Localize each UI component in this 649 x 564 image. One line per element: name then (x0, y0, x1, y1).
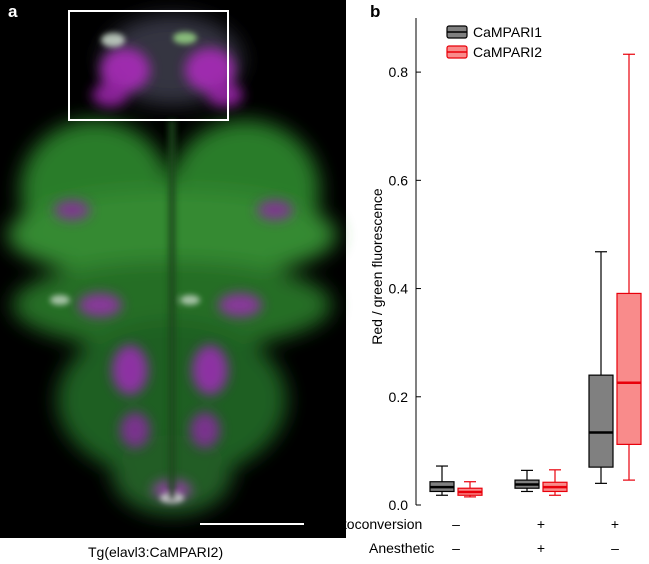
y-tick-label: 0.6 (389, 172, 409, 188)
y-tick-label: 0.4 (389, 281, 409, 297)
photoconversion-label: Photoconversion (318, 516, 423, 532)
photoconversion-value-1: – (452, 516, 460, 532)
y-axis-label: Red / green fluorescence (369, 188, 385, 345)
box-campari2-2 (542, 469, 568, 496)
photoconversion-value-2: + (536, 516, 546, 532)
legend-label-campari1: CaMPARI1 (473, 24, 542, 40)
box-campari1-2 (514, 469, 540, 493)
anesthetic-label: Anesthetic (369, 540, 435, 556)
box-campari2-1 (457, 481, 483, 498)
y-tick-label: 0.2 (389, 389, 409, 405)
panel-b-letter: b (370, 2, 381, 21)
zoom-region-box (68, 10, 229, 121)
box-iqr (616, 292, 642, 445)
panel-a-caption: Tg(elavl3:CaMPARI2) (88, 544, 224, 560)
anesthetic-value-1: – (452, 540, 460, 556)
box-campari2-3 (616, 53, 642, 481)
box-campari1-1 (429, 465, 455, 496)
legend-label-campari2: CaMPARI2 (473, 44, 542, 60)
panel-a-letter: a (8, 2, 18, 21)
anesthetic-value-3: – (611, 540, 619, 556)
photoconversion-value-3: + (610, 516, 620, 532)
y-tick-label: 0.0 (389, 497, 409, 513)
anesthetic-value-2: + (536, 540, 546, 556)
box-campari1-3 (588, 251, 614, 484)
y-tick-label: 0.8 (389, 64, 409, 80)
box-iqr (588, 374, 614, 468)
